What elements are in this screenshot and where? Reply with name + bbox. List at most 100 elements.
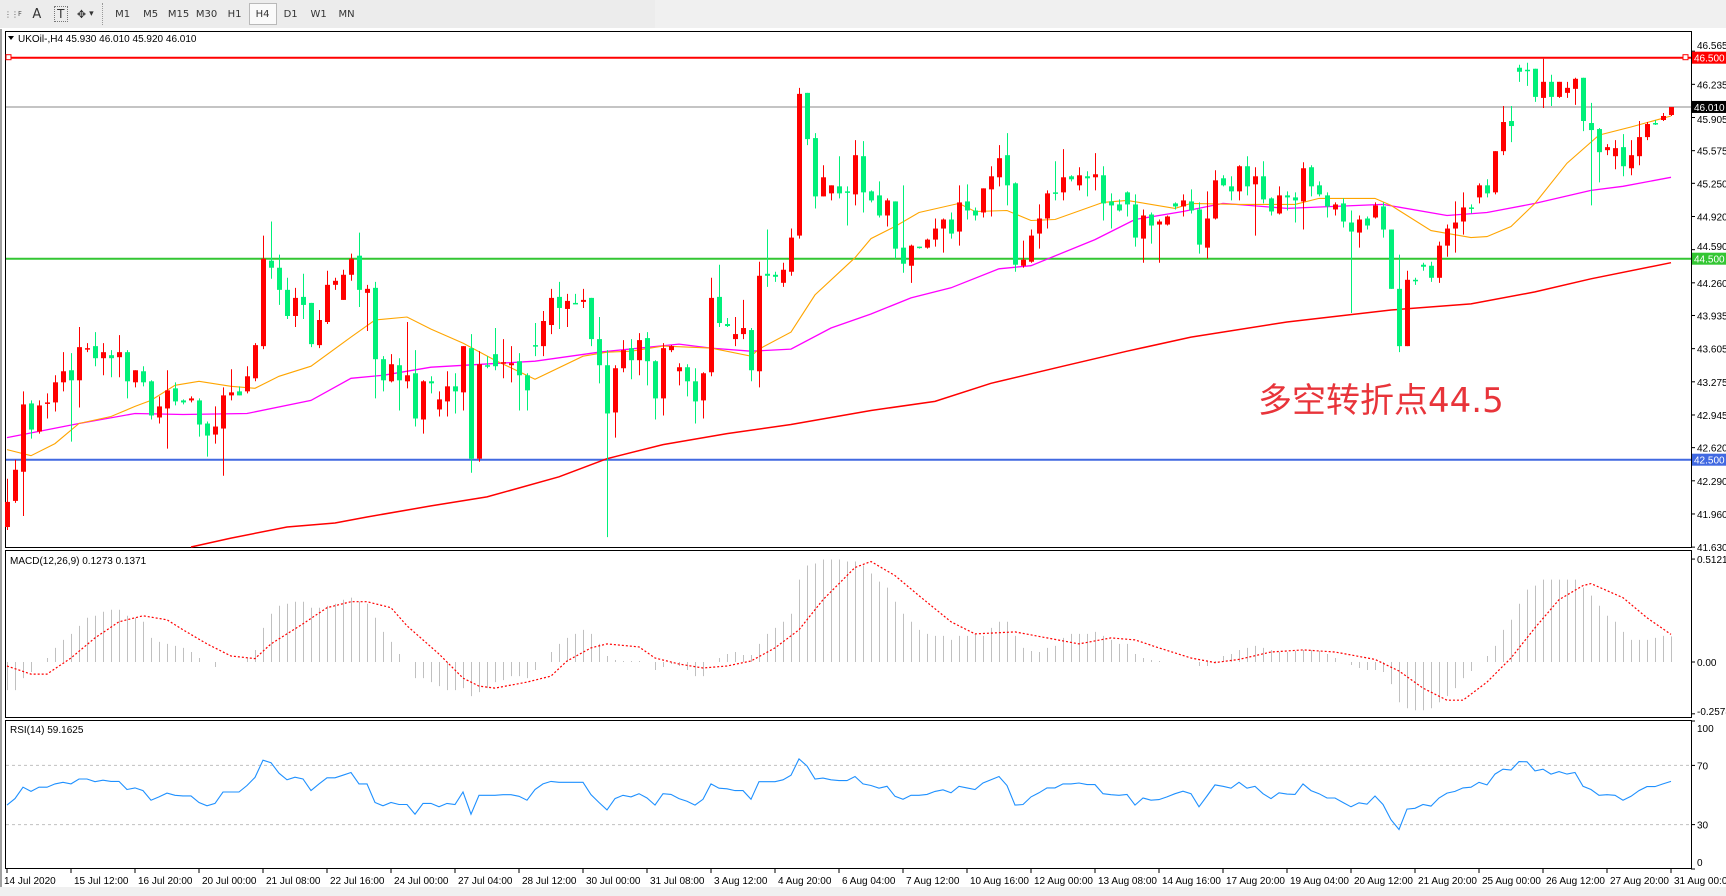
candle-body	[725, 324, 730, 327]
candle-body	[1333, 204, 1338, 210]
candle	[1621, 134, 1626, 177]
timeframe-m15[interactable]: M15	[167, 8, 190, 20]
candle-body	[957, 202, 962, 232]
candle	[685, 364, 690, 397]
timeframe-m30[interactable]: M30	[195, 8, 218, 20]
candle	[381, 356, 386, 392]
candle-body	[213, 426, 218, 435]
price-tick-label: 42.620	[1697, 444, 1726, 455]
time-axis: 14 Jul 2020 15 Jul 12:00 16 Jul 20:00 20 Ju…	[4, 869, 1726, 887]
candle-body	[1405, 279, 1410, 347]
candle	[221, 387, 226, 476]
time-label: 14 Aug 16:00	[1162, 876, 1221, 887]
candle-body	[29, 403, 34, 430]
candle-body	[1653, 123, 1658, 125]
candle-body	[69, 370, 74, 381]
candle-body	[477, 364, 482, 459]
candle	[261, 235, 266, 350]
candle-body	[181, 400, 186, 403]
candle-body	[1541, 81, 1546, 98]
candle	[677, 363, 682, 386]
candle	[61, 352, 66, 392]
candle-body	[541, 321, 546, 347]
timeframe-w1[interactable]: W1	[310, 8, 327, 20]
candle	[573, 293, 578, 305]
candle	[389, 354, 394, 383]
candle	[845, 186, 850, 226]
candle-body	[669, 346, 674, 351]
text-icon[interactable]: A	[32, 6, 42, 22]
hline-anchor-handle[interactable]	[1682, 54, 1689, 61]
candle	[461, 346, 466, 411]
candle	[669, 345, 674, 353]
candle	[709, 277, 714, 377]
timeframe-m1[interactable]: M1	[115, 8, 131, 20]
chart-toolbar: ⋮⋮ F A T ✥ ▾ M1 M5 M15 M30 H1 H4 D1 W1 MN	[0, 0, 1726, 29]
text-label-icon[interactable]: T	[49, 3, 73, 25]
candle	[53, 375, 58, 412]
candle-body	[5, 501, 10, 528]
grid-f-icon[interactable]: ⋮⋮ F	[4, 9, 22, 19]
candle-body	[421, 381, 426, 420]
candle-body	[1429, 265, 1434, 278]
macd-axis-label: 0.5121	[1697, 555, 1726, 566]
candle-body	[901, 247, 906, 264]
candle-body	[1413, 279, 1418, 282]
hline-anchor-handle[interactable]	[5, 54, 12, 61]
candle-body	[741, 328, 746, 335]
candle	[421, 380, 426, 434]
candle-body	[389, 364, 394, 382]
time-label: 28 Jul 12:00	[522, 876, 577, 887]
candle-body	[461, 346, 466, 393]
candle-body	[1629, 155, 1634, 169]
timeframe-d1[interactable]: D1	[283, 8, 298, 20]
candle	[1045, 190, 1050, 229]
time-label: 20 Aug 12:00	[1354, 876, 1413, 887]
candle	[229, 369, 234, 401]
candle	[1125, 191, 1130, 217]
candle	[741, 299, 746, 340]
candle	[453, 373, 458, 414]
candle	[1453, 201, 1458, 253]
candle	[117, 335, 122, 378]
timeframe-h4[interactable]: H4	[248, 3, 277, 25]
candle-body	[485, 365, 490, 367]
arrows-dropdown-icon[interactable]: ✥ ▾	[76, 7, 94, 21]
candle	[477, 351, 482, 462]
candle	[565, 293, 570, 328]
candle-body	[525, 375, 530, 391]
candle	[269, 221, 274, 279]
candle	[829, 185, 834, 201]
candle-body	[1365, 218, 1370, 226]
candle-body	[1285, 195, 1290, 198]
candle	[1157, 219, 1162, 263]
candle-body	[1589, 123, 1594, 131]
candle-body	[269, 260, 274, 268]
candle	[285, 277, 290, 319]
candle-body	[829, 185, 834, 194]
candle	[1605, 144, 1610, 156]
collapse-triangle-icon[interactable]	[8, 36, 14, 40]
candle	[1413, 277, 1418, 285]
timeframe-h1[interactable]: H1	[227, 8, 242, 20]
candle-body	[1157, 221, 1162, 225]
candle-body	[197, 400, 202, 425]
candle-body	[285, 289, 290, 316]
time-label: 27 Jul 04:00	[458, 876, 513, 887]
price-tag	[1692, 252, 1726, 265]
time-label: 16 Jul 20:00	[138, 876, 193, 887]
candle	[1213, 170, 1218, 220]
price-tick-label: 44.920	[1697, 212, 1726, 223]
candle	[549, 288, 554, 335]
candle	[1565, 81, 1570, 98]
candle	[757, 261, 762, 388]
timeframe-m5[interactable]: M5	[143, 8, 159, 20]
toolbar-group: ⋮⋮ F A T ✥ ▾ M1 M5 M15 M30 H1 H4 D1 W1 MN	[0, 0, 655, 28]
timeframe-mn[interactable]: MN	[338, 8, 355, 20]
candle-body	[165, 390, 170, 409]
candle	[525, 373, 530, 411]
candle-body	[1461, 207, 1466, 222]
candle-body	[773, 274, 778, 277]
candle	[1109, 193, 1114, 229]
